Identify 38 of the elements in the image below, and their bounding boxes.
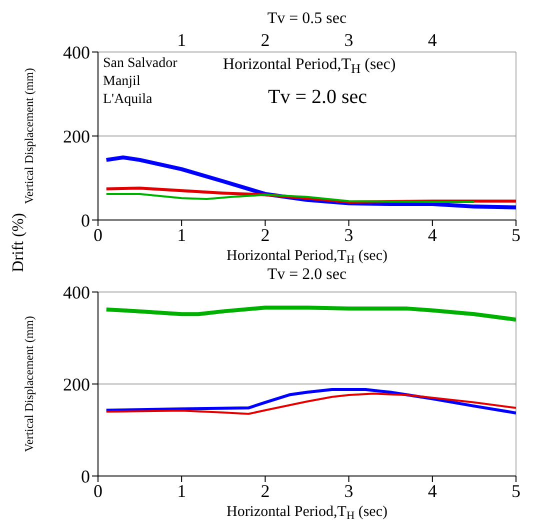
line-series xyxy=(105,192,476,203)
x2-tick-label: 2 xyxy=(260,30,270,50)
x-tick-label: 4 xyxy=(428,480,437,501)
text: Drift (%) xyxy=(10,213,28,272)
x-tick-label: 0 xyxy=(94,224,102,245)
x-tick-label: 5 xyxy=(512,224,520,245)
line-series xyxy=(104,306,516,322)
annotation: L'Aquila xyxy=(103,92,152,108)
x-tick-label: 1 xyxy=(177,480,186,501)
y-tick-label: 200 xyxy=(63,126,90,146)
x-tick-label: 3 xyxy=(344,224,354,245)
x-tick-label: 0 xyxy=(94,480,102,501)
chart-title: Tv = 2.0 sec xyxy=(267,266,347,283)
y-axis-title: Vertical Displacement (mm) xyxy=(22,316,36,452)
y-tick-label: 200 xyxy=(63,374,90,394)
x-tick-label: 1 xyxy=(177,224,186,245)
x-axis-title: Horizontal Period,T$_{H}$ (sec) xyxy=(226,504,388,522)
y-axis-title: Vertical Displacement (mm) xyxy=(22,68,36,204)
x-tick-label: 4 xyxy=(428,224,437,245)
x-axis-title: Horizontal Period,T$_{H}$ (sec) xyxy=(226,248,388,266)
y-tick-label: 400 xyxy=(63,42,90,62)
line-series xyxy=(104,388,516,414)
x2-tick-label: 3 xyxy=(344,30,354,50)
x-tick-label: 2 xyxy=(260,224,270,245)
x2-tick-label: 1 xyxy=(177,30,186,50)
line-series xyxy=(105,392,516,415)
y-tick-label: 400 xyxy=(63,282,90,302)
x-tick-label: 3 xyxy=(344,480,354,501)
y-tick-label: 0 xyxy=(81,210,90,230)
annotation: Tv = 2.0 sec xyxy=(268,86,368,108)
x-tick-label: 5 xyxy=(512,480,520,501)
x-tick-label: 2 xyxy=(260,480,270,501)
chart-title: Tv = 0.5 sec xyxy=(266,9,348,29)
annotation: Horizontal Period,T$_{H}$ (sec) xyxy=(223,56,396,77)
x2-tick-label: 4 xyxy=(428,30,437,50)
y-tick-label: 0 xyxy=(81,466,90,486)
annotation: Manjil xyxy=(103,74,140,90)
annotation: San Salvador xyxy=(103,56,178,72)
